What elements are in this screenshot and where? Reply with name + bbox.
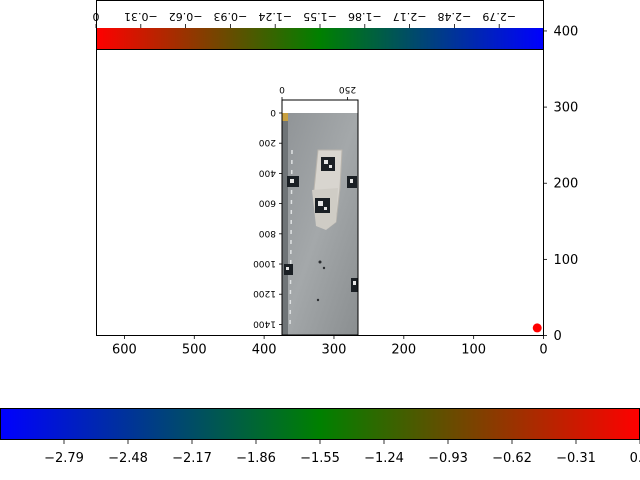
main-x-tick-label: 100 [461, 343, 486, 358]
bottom-colorbar-tick-label: −1.24 [364, 451, 404, 466]
bottom-colorbar-tick-label: −2.48 [108, 451, 148, 466]
top-colorbar-tick-label: −2.48 [438, 10, 472, 23]
bottom-colorbar-tick-label: −2.79 [44, 451, 84, 466]
top-colorbar-tick-label: −2.79 [482, 10, 516, 23]
aerial-image [282, 113, 358, 335]
image-axes: 0 250 0 200 400 600 800 1000 1200 1400 [253, 84, 359, 336]
image-y-tick-label: 0 [270, 107, 276, 117]
image-y-tick-label: 1400 [253, 318, 276, 328]
main-y-tick-label: 400 [554, 24, 579, 39]
top-colorbar-ticks: −2.79 −2.48 −2.17 −1.86 −1.55 −1.24 −0.93 −0.62… [93, 10, 516, 28]
image-axes-frame [281, 99, 359, 336]
bottom-colorbar-ticks: −2.79 −2.48 −2.17 −1.86 −1.55 −1.24 −0.93 −0.62… [44, 440, 640, 466]
top-colorbar-tick-label: −0.31 [124, 10, 158, 23]
top-colorbar-frame [96, 0, 544, 50]
bottom-colorbar-tick-label: −2.17 [172, 451, 212, 466]
image-y-tick-label: 1200 [253, 288, 276, 298]
main-y-ticks: 0 100 200 300 400 [543, 24, 579, 344]
image-y-tick-label: 200 [259, 137, 276, 147]
main-x-ticks: 600 500 400 300 200 100 0 [112, 335, 548, 358]
main-x-tick-label: 400 [252, 343, 277, 358]
bottom-colorbar-tick-label: −0.31 [556, 451, 596, 466]
image-y-tick-label: 600 [259, 198, 276, 208]
top-colorbar-tick-label: 0 [93, 10, 100, 23]
image-y-tick-label: 1000 [253, 258, 276, 268]
bottom-colorbar-tick-label: 0.0 [630, 451, 640, 466]
top-colorbar: −2.79 −2.48 −2.17 −1.86 −1.55 −1.24 −0.93 −0.62… [93, 0, 544, 50]
main-x-tick-label: 300 [322, 343, 347, 358]
top-colorbar-tick-label: −1.86 [348, 10, 382, 23]
main-y-tick-label: 100 [554, 253, 579, 268]
image-y-tick-label: 800 [259, 228, 276, 238]
main-y-tick-label: 300 [554, 101, 579, 116]
bottom-colorbar-tick-label: −0.62 [492, 451, 532, 466]
top-colorbar-tick-label: −1.55 [303, 10, 337, 23]
top-colorbar-tick-label: −0.62 [169, 10, 203, 23]
main-y-tick-label: 200 [554, 177, 579, 192]
main-x-tick-label: 600 [112, 343, 137, 358]
scatter-point [532, 323, 542, 333]
image-y-tick-label: 400 [259, 167, 276, 177]
main-x-tick-label: 0 [539, 343, 547, 358]
top-colorbar-tick-label: −1.24 [258, 10, 292, 23]
bottom-colorbar: −2.79 −2.48 −2.17 −1.86 −1.55 −1.24 −0.93 −0.62… [0, 408, 640, 466]
top-colorbar-tick-label: −0.93 [214, 10, 248, 23]
top-colorbar-tick-label: −2.17 [393, 10, 427, 23]
bottom-colorbar-tick-label: −1.86 [236, 451, 276, 466]
top-colorbar-gradient [96, 28, 544, 50]
image-x-tick-label: 250 [339, 84, 356, 94]
main-points [532, 323, 542, 333]
bottom-colorbar-tick-label: −0.93 [428, 451, 468, 466]
main-y-tick-label: 0 [554, 329, 562, 344]
image-x-ticks: 0 250 [279, 84, 356, 100]
image-x-tick-label: 0 [279, 84, 285, 94]
image-y-ticks: 0 200 400 600 800 1000 1200 1400 [253, 107, 282, 328]
bottom-colorbar-gradient [0, 408, 640, 440]
bottom-colorbar-tick-label: −1.55 [300, 451, 340, 466]
main-x-tick-label: 200 [391, 343, 416, 358]
main-x-tick-label: 500 [182, 343, 207, 358]
